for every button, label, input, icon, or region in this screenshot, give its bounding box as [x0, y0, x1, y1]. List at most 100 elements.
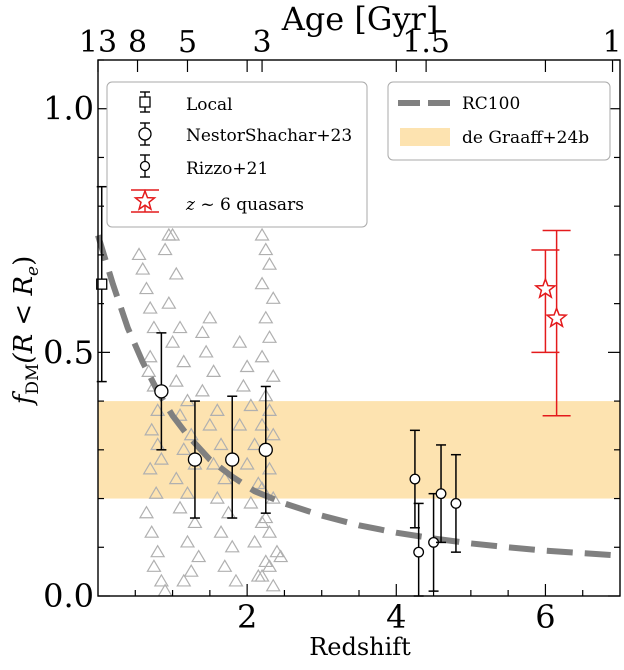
- triangle-point: [247, 534, 263, 548]
- rizzo-point: [450, 497, 462, 509]
- triangle-point: [254, 349, 270, 363]
- triangle-point: [261, 256, 278, 270]
- triangle-point: [138, 281, 155, 295]
- top-tick-label: 1.5: [402, 25, 450, 60]
- triangle-point: [202, 310, 218, 324]
- triangle-point: [198, 344, 214, 358]
- triangle-point: [179, 393, 196, 407]
- triangle-point: [142, 300, 158, 314]
- legend-quasar-label: z ~ 6 quasars: [185, 195, 304, 215]
- triangle-point: [235, 378, 251, 392]
- legend-local-marker: [139, 91, 151, 113]
- triangle-point: [172, 500, 188, 514]
- triangle-point: [172, 408, 188, 421]
- triangle-point: [273, 549, 289, 563]
- legend-right: RC100 de Graaff+24b: [387, 81, 611, 161]
- y-tick-label: 1.0: [43, 90, 94, 128]
- triangle-point: [254, 276, 270, 290]
- triangle-point: [168, 471, 184, 485]
- triangle-point: [265, 369, 281, 382]
- triangle-point: [142, 461, 158, 475]
- rc100-curve-layer: [95, 234, 621, 559]
- triangle-point: [232, 334, 248, 348]
- top-tick-label: 13: [79, 25, 117, 60]
- triangle-point: [239, 456, 255, 470]
- triangle-point: [209, 490, 225, 504]
- triangle-point: [179, 534, 196, 548]
- triangle-point: [258, 310, 274, 324]
- triangle-point: [172, 320, 188, 334]
- svg-text:fDM(R < Re): fDM(R < Re): [9, 256, 43, 407]
- triangle-point: [131, 247, 147, 261]
- triangle-point: [165, 334, 181, 348]
- nestor-point: [225, 452, 240, 467]
- y-tick-label: 0.5: [43, 333, 94, 371]
- triangle-point: [191, 549, 207, 563]
- y-tick-label: 0.0: [43, 577, 94, 615]
- triangle-point: [258, 242, 274, 256]
- top-tick-label: 1: [602, 25, 621, 60]
- quasar-point: [545, 306, 569, 329]
- legend-rc100-label: RC100: [462, 94, 520, 114]
- triangle-point: [157, 242, 173, 256]
- triangle-point: [168, 266, 184, 280]
- triangle-point: [261, 330, 278, 343]
- rizzo-point: [413, 546, 425, 558]
- error-bar-layer: [96, 185, 571, 597]
- triangle-point: [213, 524, 229, 538]
- x-tick-label: 2: [237, 598, 257, 636]
- triangle-point: [258, 510, 274, 524]
- triangle-point: [161, 295, 177, 309]
- legend-left: Local NestorShachar+23 Rizzo+21 z ~ 6 qu…: [106, 81, 368, 228]
- legend-quasar-marker: [131, 188, 159, 213]
- rizzo-point: [435, 488, 447, 500]
- triangle-point: [232, 417, 248, 431]
- triangle-point: [261, 524, 278, 538]
- triangle-point: [148, 485, 164, 499]
- y-axis-label: fDM(R < Re): [9, 256, 43, 407]
- top-axis-label: Age [Gyr]: [281, 0, 439, 38]
- triangle-point: [144, 422, 160, 436]
- nestor-point: [154, 384, 169, 399]
- top-tick-label: 5: [178, 25, 197, 60]
- triangle-point: [254, 568, 270, 582]
- legend-band-label: de Graaff+24b: [462, 128, 589, 148]
- triangle-point: [141, 364, 157, 378]
- legend-band-swatch: [400, 128, 450, 146]
- triangle-point: [243, 495, 259, 509]
- rc100-curve: [95, 234, 621, 559]
- triangle-point: [265, 291, 281, 304]
- triangle-point: [168, 373, 184, 387]
- triangle-point: [138, 505, 155, 519]
- triangle-point: [247, 437, 263, 451]
- triangle-point: [176, 354, 192, 368]
- triangle-point: [187, 515, 203, 529]
- top-tick-label: 3: [253, 25, 272, 60]
- quasar-point: [533, 276, 557, 299]
- triangle-point: [144, 524, 160, 538]
- x-axis-label: Redshift: [309, 633, 411, 661]
- triangle-point: [217, 559, 233, 572]
- triangle-point: [179, 485, 196, 499]
- local-point: [96, 278, 108, 290]
- triangle-point: [153, 573, 169, 587]
- tick-layer: 2 4 6 0.0 0.5 1.0 13 8 5 3 1.5 1: [43, 25, 621, 636]
- triangle-point: [243, 398, 259, 412]
- triangle-point: [202, 417, 218, 431]
- triangle-point: [265, 578, 281, 592]
- x-tick-label: 6: [535, 598, 555, 636]
- triangle-point: [142, 349, 158, 363]
- legend-local-label: Local: [186, 95, 233, 115]
- triangle-point: [183, 563, 199, 577]
- triangle-point: [239, 359, 255, 373]
- triangle-point: [153, 451, 169, 465]
- triangle-point: [194, 383, 210, 397]
- triangle-point: [213, 437, 229, 451]
- triangle-point: [176, 442, 192, 455]
- triangle-point: [217, 471, 233, 485]
- triangle-point: [135, 261, 151, 275]
- triangle-point: [146, 320, 162, 334]
- triangle-point: [146, 559, 162, 572]
- triangle-point: [150, 544, 166, 558]
